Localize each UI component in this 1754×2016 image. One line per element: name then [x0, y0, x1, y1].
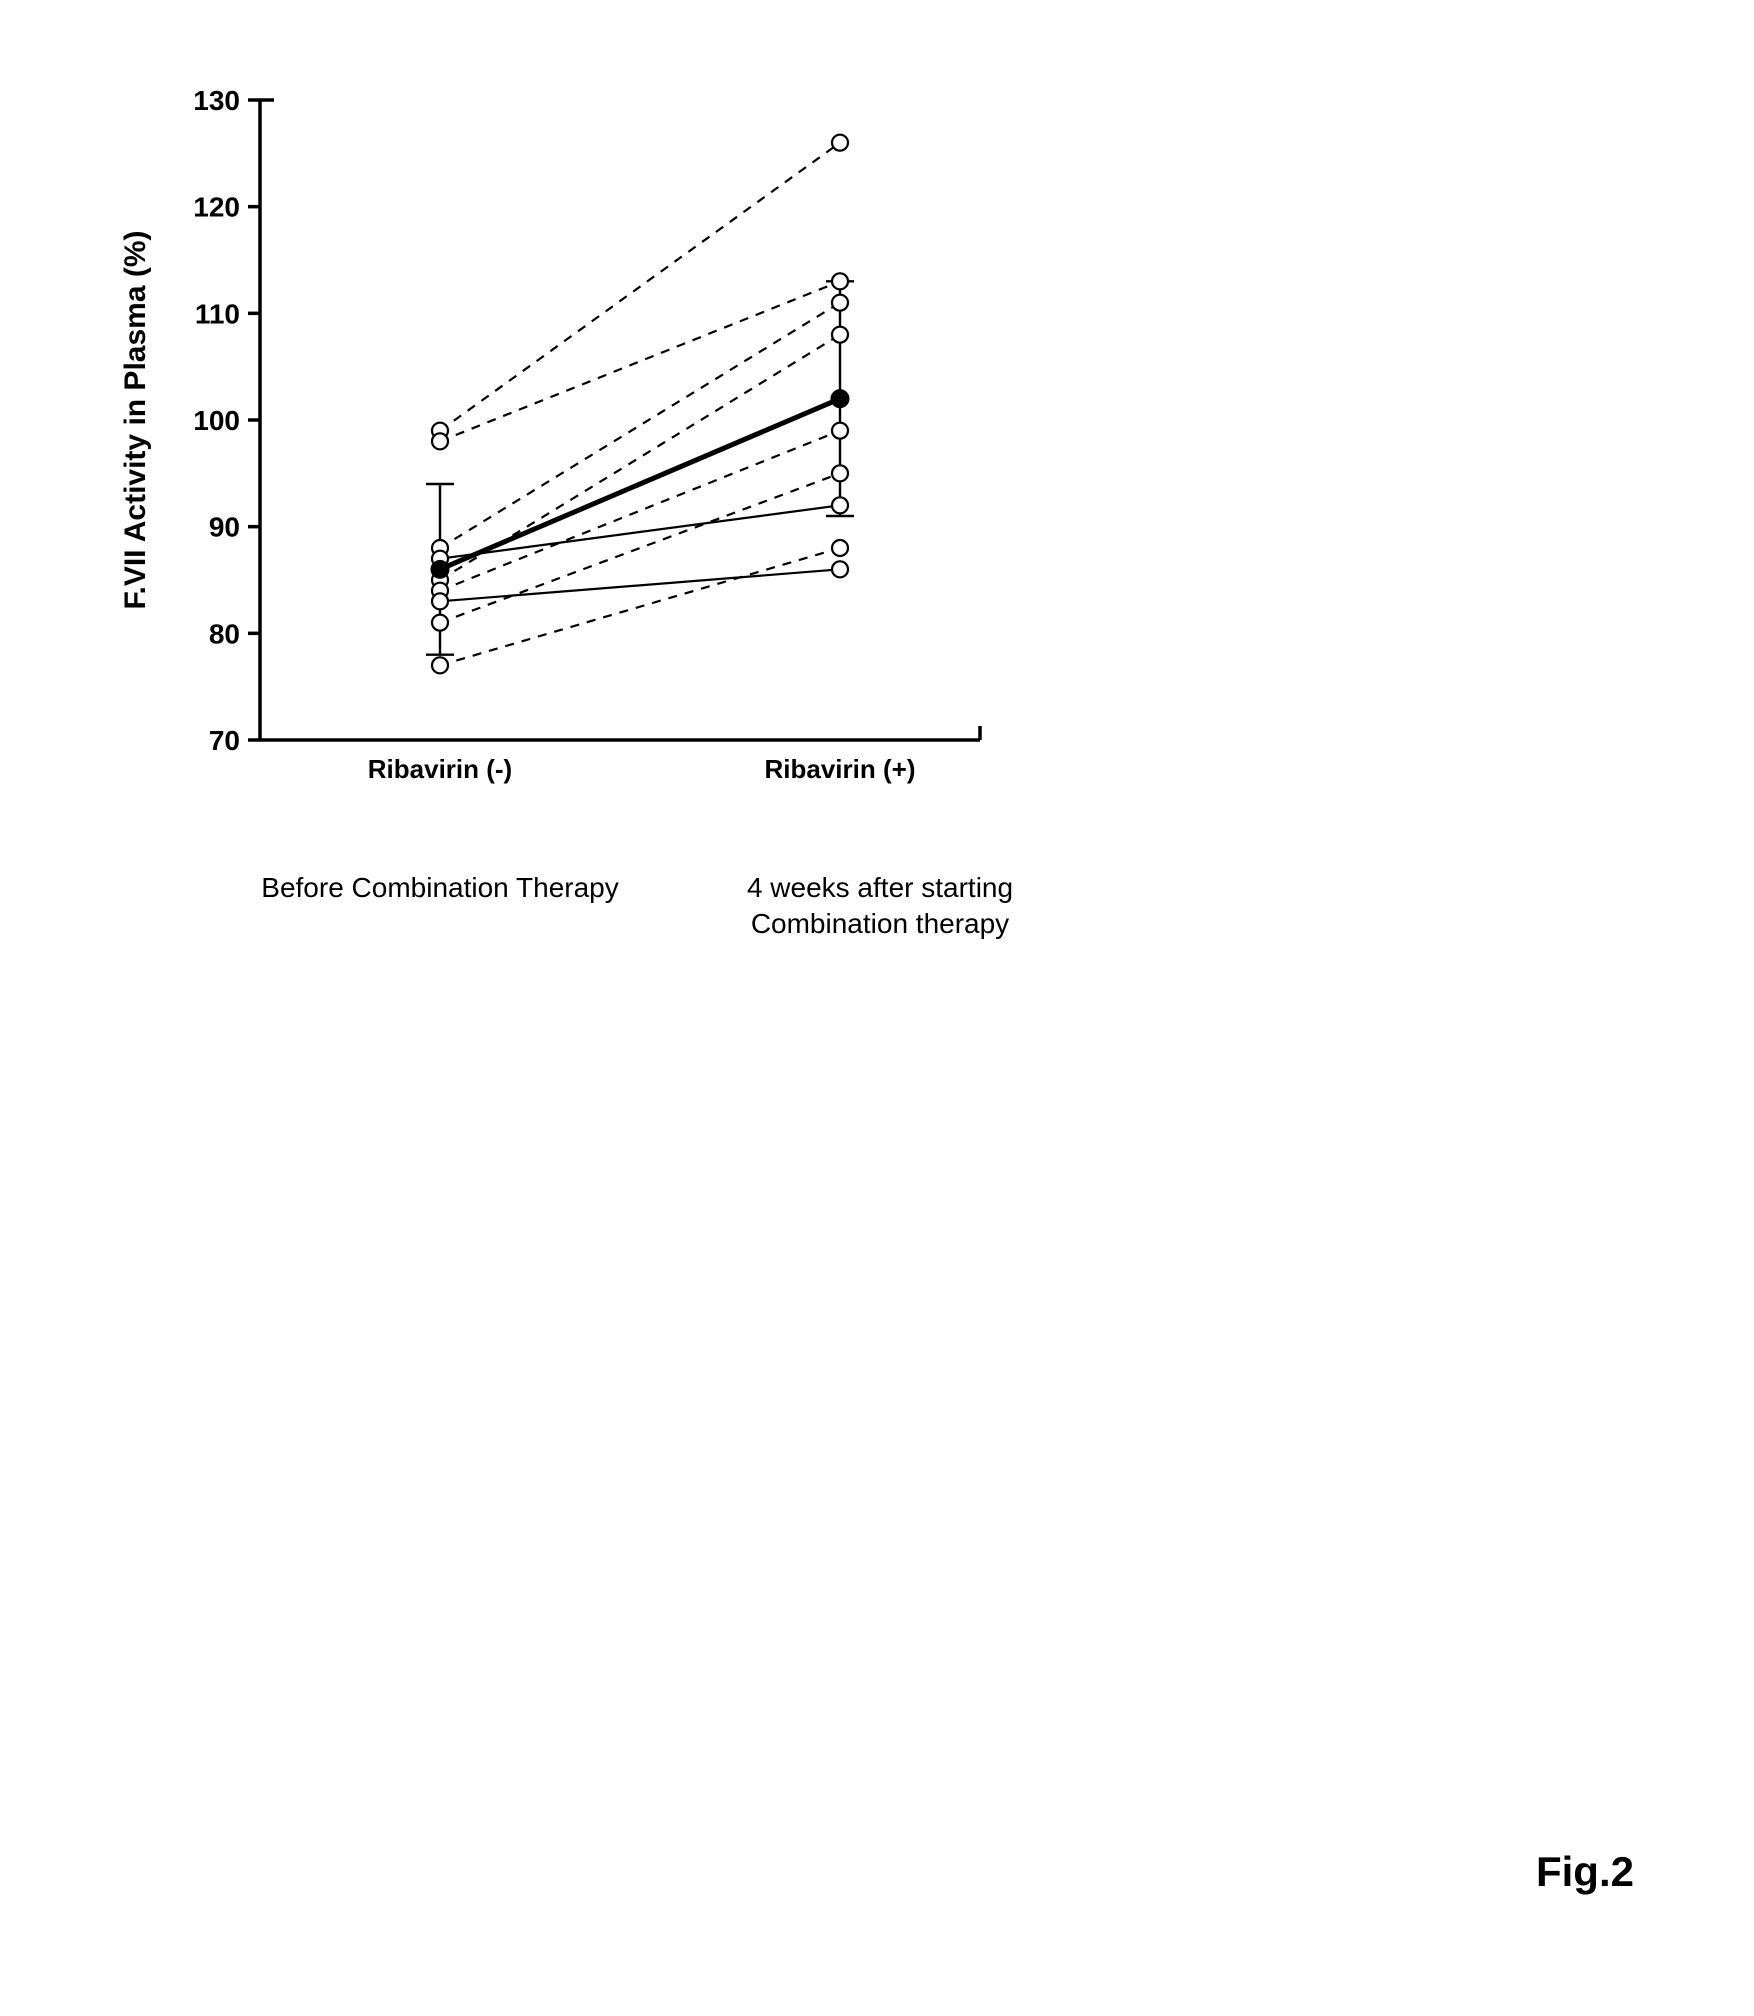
- mean-marker-after: [831, 390, 849, 408]
- y-tick-label: 100: [193, 405, 240, 436]
- page: 70 80 90 100 110 120 130 F.VII Activity in Plas…: [0, 0, 1754, 2016]
- pair-line-dashed: [440, 143, 840, 431]
- data-marker-open: [832, 295, 848, 311]
- data-marker-open: [832, 423, 848, 439]
- data-marker-open: [832, 273, 848, 289]
- chart-svg: 70 80 90 100 110 120 130 F.VII Activity in Plas…: [100, 60, 1060, 840]
- y-tick-label: 120: [193, 192, 240, 223]
- figure-label: Fig.2: [1536, 1848, 1634, 1896]
- y-tick-label: 70: [209, 725, 240, 756]
- chart-container: 70 80 90 100 110 120 130 F.VII Activity in Plas…: [100, 60, 1060, 845]
- mean-line: [440, 399, 840, 570]
- data-marker-open: [832, 497, 848, 513]
- data-marker-open: [832, 561, 848, 577]
- x-tick-label-before: Ribavirin (-): [368, 754, 512, 784]
- y-tick-label: 90: [209, 512, 240, 543]
- y-tick-label: 110: [195, 298, 240, 329]
- x-caption-after: 4 weeks after starting Combination thera…: [700, 870, 1060, 943]
- data-marker-open: [432, 615, 448, 631]
- data-marker-open: [832, 135, 848, 151]
- data-marker-open: [432, 657, 448, 673]
- mean-marker-before: [431, 560, 449, 578]
- y-tick-label: 130: [193, 85, 240, 116]
- pair-line-dashed: [440, 281, 840, 441]
- pair-line-solid: [440, 569, 840, 601]
- x-tick-label-after: Ribavirin (+): [765, 754, 916, 784]
- data-marker-open: [432, 433, 448, 449]
- pair-line-dashed: [440, 473, 840, 622]
- data-marker-open: [832, 327, 848, 343]
- y-axis-label: F.VII Activity in Plasma (%): [119, 231, 152, 610]
- pair-line-dashed: [440, 548, 840, 665]
- data-marker-open: [832, 465, 848, 481]
- pair-line-solid: [440, 505, 840, 558]
- x-captions-row: Before Combination Therapy 4 weeks after…: [260, 870, 1060, 943]
- data-marker-open: [832, 540, 848, 556]
- x-caption-before: Before Combination Therapy: [260, 870, 620, 943]
- data-marker-open: [432, 593, 448, 609]
- y-tick-label: 80: [209, 618, 240, 649]
